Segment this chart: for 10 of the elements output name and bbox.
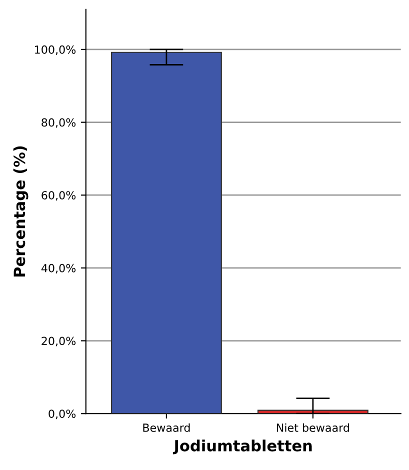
y-axis-title: Percentage (%) xyxy=(13,146,28,277)
y-tick-label: 60,0% xyxy=(42,191,76,201)
x-tick-label: Bewaard xyxy=(143,423,190,432)
x-axis-title: Jodiumtabletten xyxy=(172,440,312,454)
y-tick-label: 20,0% xyxy=(42,336,76,346)
y-tick-label: 0,0% xyxy=(48,410,76,420)
x-tick-label: Niet bewaard xyxy=(276,423,349,432)
y-tick-label: 80,0% xyxy=(42,118,76,128)
y-tick-label: 40,0% xyxy=(41,264,76,274)
y-tick-label: 100,0% xyxy=(35,45,76,55)
